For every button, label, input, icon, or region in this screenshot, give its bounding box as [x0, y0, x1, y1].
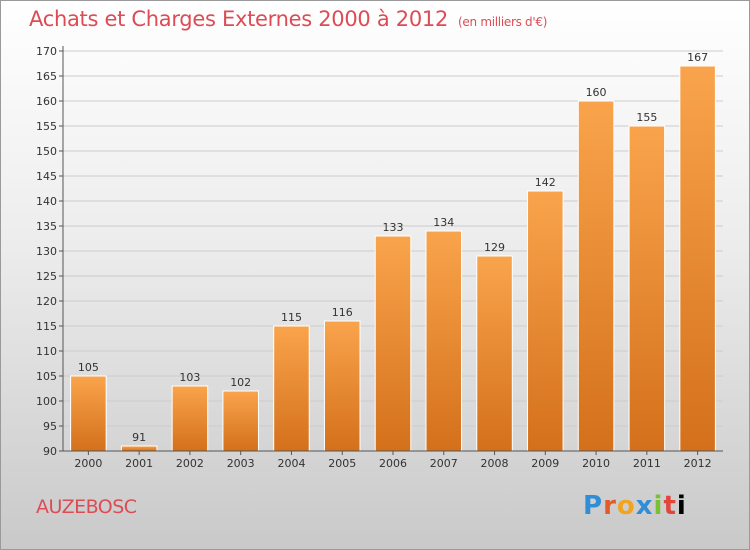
bar-2005 — [323, 320, 361, 452]
y-tick-label: 155 — [36, 120, 57, 133]
value-label: 160 — [586, 86, 607, 99]
brand-logo-letter: t — [663, 491, 677, 521]
value-label: 133 — [383, 221, 404, 234]
y-tick-label: 100 — [36, 395, 57, 408]
bar-2002 — [171, 385, 209, 452]
value-label: 91 — [132, 431, 146, 444]
value-label: 167 — [687, 51, 708, 64]
bar-2000 — [70, 375, 107, 452]
x-tick-label: 2009 — [531, 457, 559, 470]
labels: 90 95 100 105 110 115 120 125 130 135 140 145 150 155… — [36, 45, 712, 470]
brand-logo-letter: i — [676, 491, 687, 521]
brand-logo: Proxiti — [583, 491, 687, 521]
y-tick-label: 125 — [36, 270, 57, 283]
brand-logo-letter: P — [583, 491, 604, 521]
x-tick-label: 2010 — [582, 457, 610, 470]
bar-2006 — [374, 235, 412, 452]
bar-2003 — [222, 390, 259, 452]
bar-2009 — [527, 190, 564, 452]
bar-2011 — [628, 125, 666, 452]
bars — [70, 65, 716, 452]
brand-logo-letter: i — [653, 491, 664, 521]
title-text: Achats et Charges Externes 2000 à 2012 — [29, 7, 449, 31]
value-label: 115 — [281, 311, 302, 324]
value-label: 102 — [230, 376, 251, 389]
x-tick-label: 2000 — [74, 457, 102, 470]
x-tick-label: 2004 — [277, 457, 305, 470]
value-label: 105 — [78, 361, 99, 374]
y-tick-label: 145 — [36, 170, 57, 183]
y-tick-label: 160 — [36, 95, 57, 108]
y-tick-label: 140 — [36, 195, 57, 208]
x-tick-label: 2001 — [125, 457, 153, 470]
chart-title: Achats et Charges Externes 2000 à 2012 (e… — [29, 7, 547, 31]
bar-2004 — [273, 325, 310, 452]
value-label: 116 — [332, 306, 353, 319]
y-tick-label: 120 — [36, 295, 57, 308]
x-tick-label: 2003 — [227, 457, 255, 470]
y-tick-label: 130 — [36, 245, 57, 258]
place-label: AUZEBOSC — [36, 496, 137, 518]
y-tick-label: 115 — [36, 320, 57, 333]
value-label: 103 — [179, 371, 200, 384]
y-tick-label: 135 — [36, 220, 57, 233]
x-tick-label: 2012 — [684, 457, 712, 470]
x-tick-label: 2007 — [430, 457, 458, 470]
y-tick-label: 105 — [36, 370, 57, 383]
bar-2012 — [679, 65, 716, 452]
brand-logo-letter: r — [603, 491, 617, 521]
bar-2008 — [476, 255, 513, 452]
y-tick-label: 170 — [36, 45, 57, 58]
y-tick-label: 150 — [36, 145, 57, 158]
bar-2001 — [120, 445, 158, 452]
x-tick-label: 2008 — [481, 457, 509, 470]
x-tick-label: 2006 — [379, 457, 407, 470]
value-label: 129 — [484, 241, 505, 254]
x-tick-label: 2002 — [176, 457, 204, 470]
value-label: 155 — [636, 111, 657, 124]
y-tick-label: 95 — [43, 420, 57, 433]
bar-2010 — [577, 100, 615, 452]
y-tick-label: 90 — [43, 445, 57, 458]
bar-2007 — [425, 230, 463, 452]
y-tick-label: 165 — [36, 70, 57, 83]
value-label: 142 — [535, 176, 556, 189]
value-label: 134 — [433, 216, 454, 229]
y-tick-label: 110 — [36, 345, 57, 358]
brand-logo-letter: o — [616, 491, 636, 521]
axes — [59, 46, 723, 455]
brand-logo-letter: x — [635, 491, 654, 521]
x-tick-label: 2011 — [633, 457, 661, 470]
title-unit: (en milliers d'€) — [458, 15, 548, 29]
x-tick-label: 2005 — [328, 457, 356, 470]
